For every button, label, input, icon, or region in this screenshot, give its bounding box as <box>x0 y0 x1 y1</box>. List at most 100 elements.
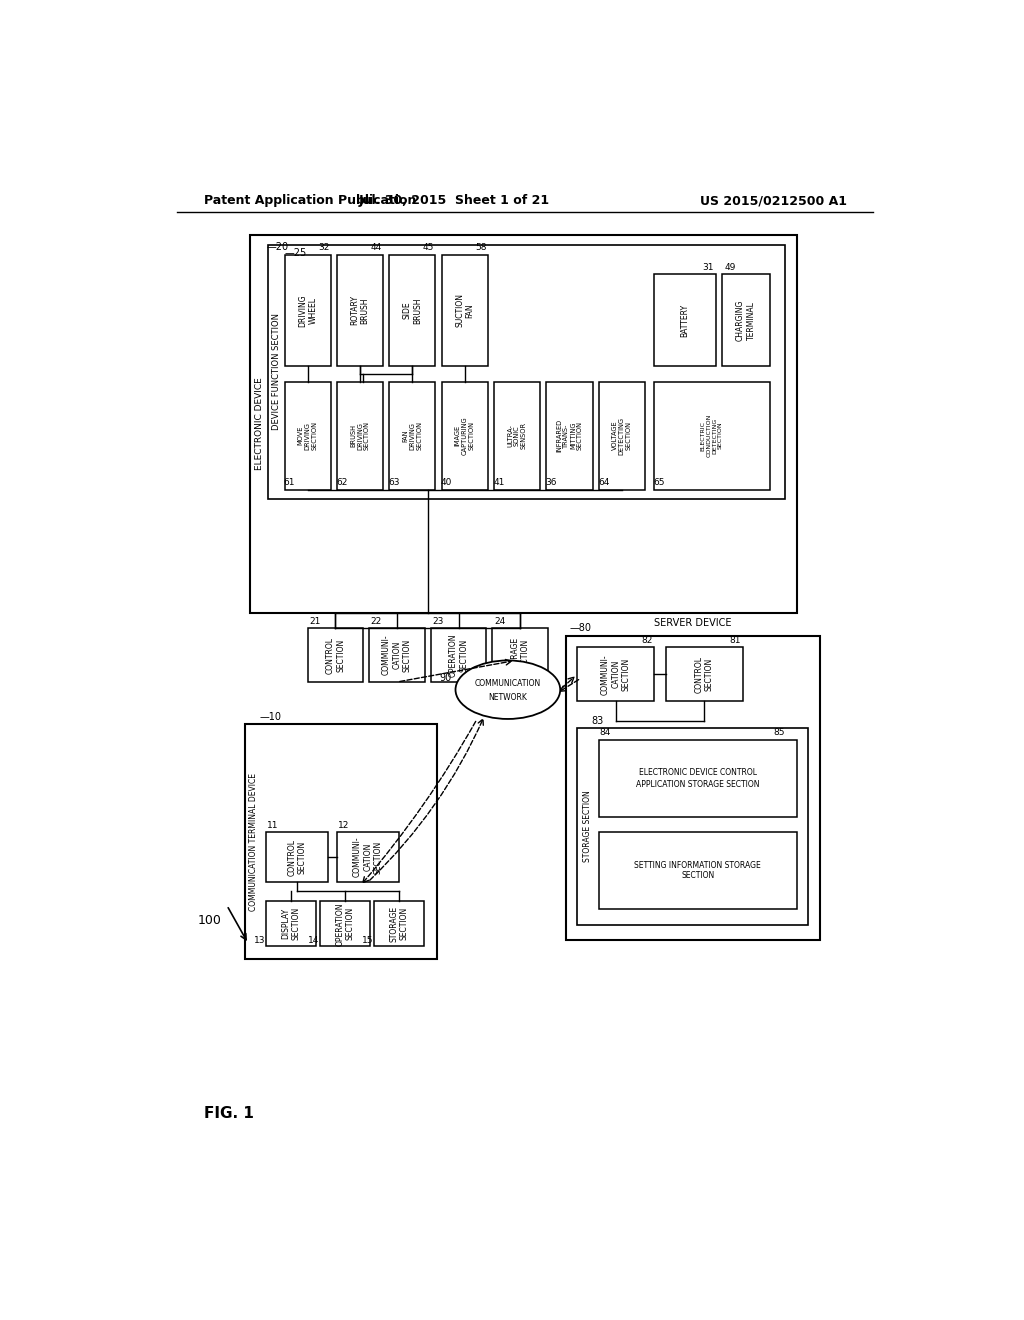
Text: CHARGING
TERMINAL: CHARGING TERMINAL <box>736 300 756 341</box>
Text: —20: —20 <box>267 242 289 252</box>
Text: CONTROL
SECTION: CONTROL SECTION <box>287 838 306 875</box>
Bar <box>565 636 819 940</box>
Bar <box>307 628 364 682</box>
Text: 32: 32 <box>317 243 330 252</box>
Bar <box>374 902 424 946</box>
Text: BRUSH
DRIVING
SECTION: BRUSH DRIVING SECTION <box>350 421 370 450</box>
Bar <box>285 255 331 367</box>
Text: —80: —80 <box>569 623 592 634</box>
Text: FIG. 1: FIG. 1 <box>204 1106 254 1121</box>
Text: 65: 65 <box>653 478 665 487</box>
Text: 100: 100 <box>198 915 221 927</box>
Text: Jul. 30, 2015  Sheet 1 of 21: Jul. 30, 2015 Sheet 1 of 21 <box>358 194 550 207</box>
Text: DISPLAY
SECTION: DISPLAY SECTION <box>282 907 301 940</box>
Text: 85: 85 <box>773 729 785 738</box>
Ellipse shape <box>456 660 560 719</box>
Bar <box>654 381 770 490</box>
Bar <box>389 255 435 367</box>
Text: ELECTRONIC DEVICE CONTROL: ELECTRONIC DEVICE CONTROL <box>639 768 757 776</box>
Text: CONTROL
SECTION: CONTROL SECTION <box>326 636 345 673</box>
Text: FAN
DRIVING
SECTION: FAN DRIVING SECTION <box>402 421 422 450</box>
Text: 36: 36 <box>546 478 557 487</box>
Text: COMMUNI-
CATION
SECTION: COMMUNI- CATION SECTION <box>353 837 383 878</box>
Text: APPLICATION STORAGE SECTION: APPLICATION STORAGE SECTION <box>636 780 760 789</box>
Bar <box>245 725 437 960</box>
Bar <box>599 381 645 490</box>
Bar <box>599 832 797 909</box>
Bar <box>666 647 742 701</box>
Text: MOVE
DRIVING
SECTION: MOVE DRIVING SECTION <box>298 421 317 450</box>
Text: SIDE
BRUSH: SIDE BRUSH <box>402 297 422 323</box>
Bar <box>494 381 541 490</box>
Text: 58: 58 <box>475 243 486 252</box>
Text: DRIVING
WHEEL: DRIVING WHEEL <box>298 294 317 327</box>
Text: 24: 24 <box>494 616 505 626</box>
Bar <box>389 381 435 490</box>
Text: 49: 49 <box>725 263 736 272</box>
Bar <box>337 255 383 367</box>
Bar <box>578 729 808 924</box>
Bar <box>250 235 797 612</box>
Bar <box>319 902 370 946</box>
Text: STORAGE
SECTION: STORAGE SECTION <box>511 638 529 673</box>
Text: STORAGE SECTION: STORAGE SECTION <box>583 791 592 862</box>
Text: 61: 61 <box>284 478 295 487</box>
Bar <box>722 275 770 367</box>
Text: NETWORK: NETWORK <box>488 693 527 702</box>
Bar <box>441 381 487 490</box>
Text: 62: 62 <box>336 478 347 487</box>
Bar <box>599 739 797 817</box>
Text: 63: 63 <box>388 478 400 487</box>
Text: 90: 90 <box>439 673 452 684</box>
Text: OPERATION
SECTION: OPERATION SECTION <box>335 902 354 945</box>
Text: 11: 11 <box>267 821 279 830</box>
Bar <box>493 628 548 682</box>
Text: SETTING INFORMATION STORAGE
SECTION: SETTING INFORMATION STORAGE SECTION <box>634 861 761 880</box>
Text: COMMUNICATION TERMINAL DEVICE: COMMUNICATION TERMINAL DEVICE <box>249 772 258 911</box>
Text: 13: 13 <box>254 936 265 945</box>
Bar <box>431 628 486 682</box>
Bar <box>266 902 316 946</box>
Text: STORAGE
SECTION: STORAGE SECTION <box>389 906 409 942</box>
Text: OPERATION
SECTION: OPERATION SECTION <box>449 634 468 677</box>
Bar <box>337 381 383 490</box>
Text: 12: 12 <box>338 821 349 830</box>
Text: 83: 83 <box>591 715 603 726</box>
Text: 64: 64 <box>598 478 609 487</box>
Text: 14: 14 <box>308 936 319 945</box>
Text: ULTRA-
SONIC
SENSOR: ULTRA- SONIC SENSOR <box>507 422 527 449</box>
Text: ELECTRIC
CONDUCTION
DETECTING
SECTION: ELECTRIC CONDUCTION DETECTING SECTION <box>700 414 723 457</box>
Text: 81: 81 <box>730 636 741 645</box>
Text: INFRARED
TRANS-
MITTING
SECTION: INFRARED TRANS- MITTING SECTION <box>556 418 583 453</box>
Text: 21: 21 <box>309 616 321 626</box>
Text: COMMUNI-
CATION
SECTION: COMMUNI- CATION SECTION <box>382 635 412 676</box>
Text: 84: 84 <box>599 729 611 738</box>
Text: 44: 44 <box>371 243 382 252</box>
Text: ELECTRONIC DEVICE: ELECTRONIC DEVICE <box>255 378 263 470</box>
Text: CONTROL
SECTION: CONTROL SECTION <box>694 656 714 693</box>
Text: 31: 31 <box>702 263 714 272</box>
Bar <box>441 255 487 367</box>
Text: ROTARY
BRUSH: ROTARY BRUSH <box>350 296 370 326</box>
Bar <box>578 647 654 701</box>
Text: BATTERY: BATTERY <box>681 304 689 337</box>
Text: IMAGE
CAPTURING
SECTION: IMAGE CAPTURING SECTION <box>455 416 475 455</box>
Text: SERVER DEVICE: SERVER DEVICE <box>654 618 731 628</box>
Text: —10: —10 <box>260 711 282 722</box>
Text: 41: 41 <box>494 478 505 487</box>
Bar <box>337 832 398 882</box>
Text: COMMUNI-
CATION
SECTION: COMMUNI- CATION SECTION <box>601 653 631 694</box>
Text: 82: 82 <box>641 636 652 645</box>
Bar <box>266 832 328 882</box>
Text: Patent Application Publication: Patent Application Publication <box>204 194 416 207</box>
Text: 23: 23 <box>432 616 443 626</box>
Bar <box>654 275 716 367</box>
Text: DEVICE FUNCTION SECTION: DEVICE FUNCTION SECTION <box>272 313 282 430</box>
Bar <box>285 381 331 490</box>
Text: VOLTAGE
DETECTING
SECTION: VOLTAGE DETECTING SECTION <box>611 417 632 454</box>
Text: —25: —25 <box>285 248 307 259</box>
Text: 40: 40 <box>441 478 453 487</box>
Text: COMMUNICATION: COMMUNICATION <box>475 678 541 688</box>
Text: SUCTION
FAN: SUCTION FAN <box>455 293 474 327</box>
Bar <box>547 381 593 490</box>
